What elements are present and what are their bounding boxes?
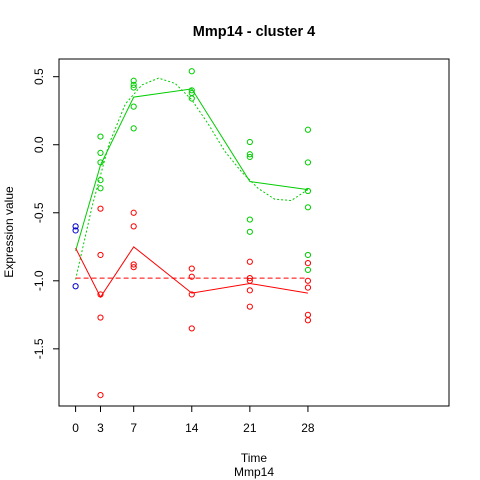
data-point [72,223,79,230]
data-point [188,273,195,280]
x-tick-label: 28 [301,421,315,435]
data-point [304,284,312,291]
data-point [246,258,253,265]
data-point [97,185,104,192]
fit-line [75,77,309,280]
data-point [130,81,137,88]
y-tick-label: -1.5 [32,338,46,359]
data-point [97,133,104,140]
data-point [188,68,195,75]
data-point [130,264,137,271]
data-point [304,317,312,324]
data-point [304,266,312,274]
data-point [130,84,137,91]
x-tick-label: 0 [72,421,79,435]
mean-line [75,88,308,252]
series-layer [72,68,312,399]
data-point [188,95,195,102]
data-point [304,187,312,195]
x-axis-sublabel: Mmp14 [234,465,274,479]
data-point [246,138,253,146]
data-point [188,87,195,94]
data-point [130,261,137,268]
data-point [97,251,104,259]
data-point [246,153,253,161]
x-axis-label: Time [241,451,268,465]
data-point [130,223,137,230]
y-tick-label: 0.5 [32,68,46,85]
series-2 [72,223,79,290]
data-point [130,209,137,216]
chart-title: Mmp14 - cluster 4 [193,24,316,40]
data-point [304,126,312,133]
data-point [246,151,253,158]
data-point [246,287,253,294]
data-point [304,311,312,318]
data-point [246,303,253,310]
data-point [246,228,253,235]
x-tick-label: 3 [97,421,104,435]
data-point [304,251,312,259]
data-point [130,103,137,110]
plot-area [58,58,450,407]
data-point [304,159,312,166]
data-point [188,325,195,332]
data-point [97,314,104,321]
data-point [97,159,104,166]
data-point [72,227,79,234]
data-point [97,392,104,399]
data-point [188,291,195,298]
data-point [97,149,104,156]
series-1 [75,205,312,399]
x-axis: 0 3 7 14 21 28 [72,405,315,435]
data-point [246,274,253,282]
series-0 [75,68,312,280]
data-point [97,177,104,184]
x-tick-label: 14 [185,421,199,435]
data-point [130,125,137,132]
y-tick-label: -1.0 [32,270,46,291]
plot-frame [58,58,450,407]
y-axis-label: Expression value [2,186,16,278]
x-tick-label: 21 [243,421,257,435]
mean-line [75,246,308,299]
data-point [130,77,137,84]
data-point [304,204,312,211]
data-point [246,277,253,284]
y-tick-label: 0.0 [32,136,46,153]
y-tick-label: -0.5 [32,202,46,223]
data-point [72,283,79,290]
data-point [304,260,312,267]
y-axis: -1.5 -1.0 -0.5 0.0 0.5 [32,68,60,359]
data-point [246,216,253,223]
data-point [188,265,195,272]
data-point [304,277,312,284]
data-point [97,205,104,212]
x-tick-label: 7 [130,421,137,435]
data-point [97,291,104,298]
